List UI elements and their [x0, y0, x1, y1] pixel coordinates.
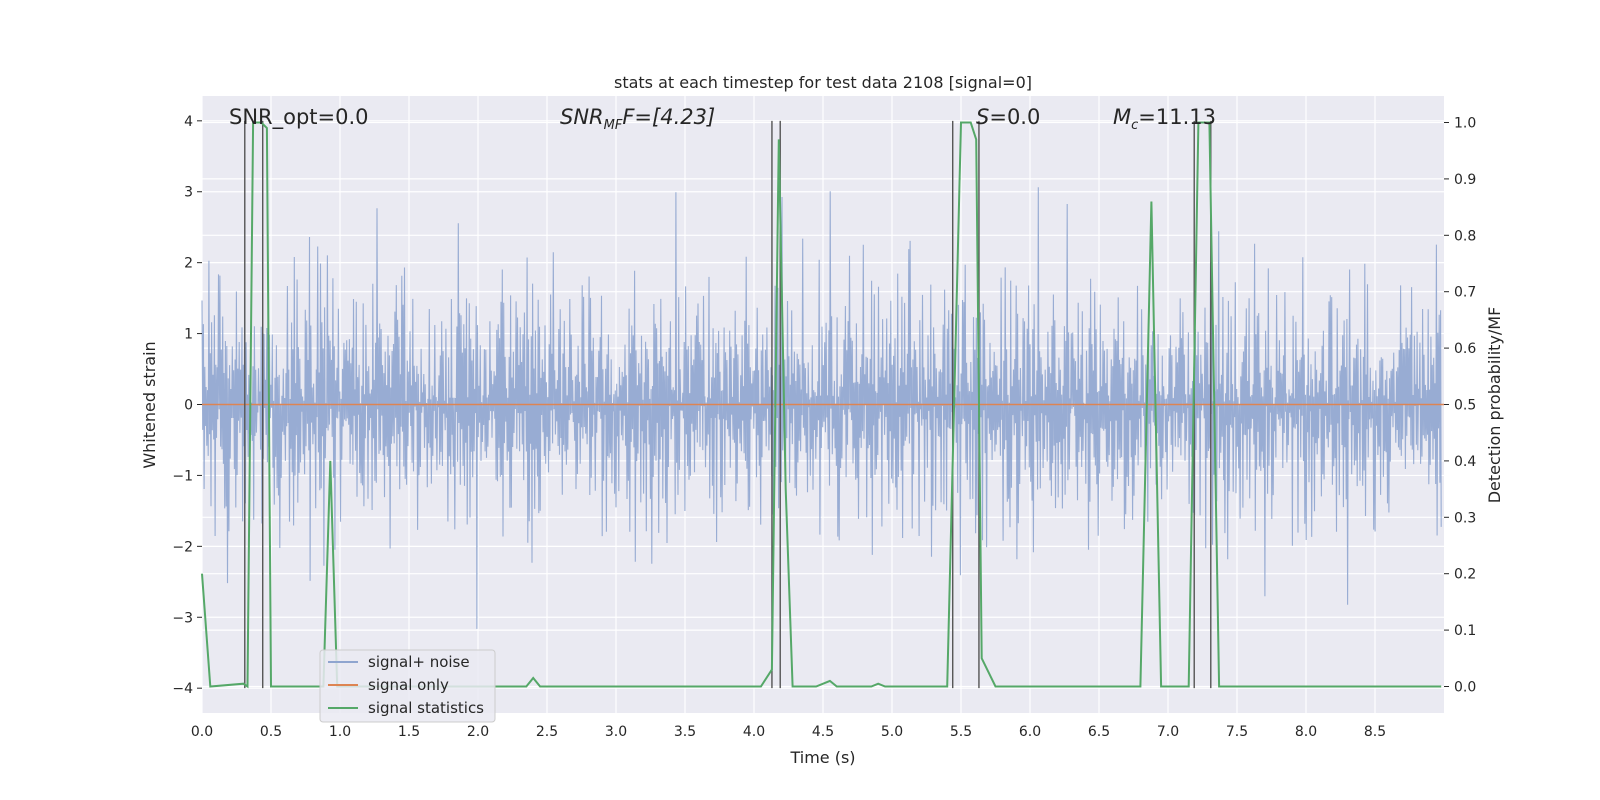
- x-tick-label: 5.0: [881, 724, 903, 740]
- annotation-s-main: S: [976, 105, 989, 129]
- x-tick-label: 7.0: [1157, 724, 1179, 740]
- legend-label-signal-noise: signal+ noise: [368, 653, 470, 671]
- y-axis-label: Whitened strain: [140, 341, 159, 468]
- x-tick-label: 1.5: [398, 724, 420, 740]
- y2-tick-label: 0.6: [1454, 341, 1476, 357]
- y-tick-label: 4: [184, 114, 193, 130]
- legend-label-signal-statistics: signal statistics: [368, 699, 484, 717]
- x-tick-label: 3.5: [674, 724, 696, 740]
- annotation-snr-mf-sub: MF: [604, 118, 623, 133]
- x-tick-label: 1.0: [329, 724, 351, 740]
- annotation-snr-mf: SNRMFF=[4.23]: [560, 105, 715, 133]
- annotations: SNR_opt=0.0 SNRMFF=[4.23] S=0.0 Mc=11.13: [229, 105, 1216, 133]
- legend-label-signal-only: signal only: [368, 676, 449, 694]
- x-tick-label: 4.5: [812, 724, 834, 740]
- annotation-s-value: =0.0: [989, 105, 1040, 129]
- annotation-snr-opt: SNR_opt=0.0: [229, 105, 369, 130]
- annotation-s: S=0.0: [976, 105, 1040, 129]
- x-tick-label: 0.5: [260, 724, 282, 740]
- y2-tick-label: 1.0: [1454, 116, 1476, 132]
- annotation-mc-value: =11.13: [1138, 105, 1216, 129]
- y-tick-label: −4: [172, 681, 193, 697]
- y-tick-label: −1: [172, 468, 193, 484]
- series-signal-noise: [201, 187, 1442, 629]
- x-tick-label: 6.5: [1088, 724, 1110, 740]
- y2-tick-label: 0.5: [1454, 398, 1476, 414]
- legend: signal+ noise signal only signal statist…: [319, 649, 496, 723]
- y2-tick-label: 0.4: [1454, 454, 1476, 470]
- x-tick-label: 6.0: [1019, 724, 1041, 740]
- x-tick-label: 8.5: [1364, 724, 1386, 740]
- y2-tick-label: 0.7: [1454, 285, 1476, 301]
- x-tick-label: 3.0: [605, 724, 627, 740]
- y2-tick-label: 0.3: [1454, 510, 1476, 526]
- x-axis-label: Time (s): [789, 748, 855, 767]
- y-tick-label: −3: [172, 610, 193, 626]
- y2-tick-label: 0.2: [1454, 567, 1476, 583]
- series-signal-statistics: [201, 121, 1442, 689]
- y2-axis-label: Detection probability/MF: [1485, 307, 1504, 504]
- plot-area: [201, 120, 1444, 689]
- y2-tick-label: 0.1: [1454, 623, 1476, 639]
- y-tick-label: 3: [184, 185, 193, 201]
- legend-box: [319, 649, 496, 723]
- x-tick-label: 4.0: [743, 724, 765, 740]
- y2-tick-label: 0.0: [1454, 679, 1476, 695]
- x-tick-label: 7.5: [1226, 724, 1248, 740]
- annotation-snr-mf-main: SNR: [560, 105, 604, 129]
- x-tick-label: 0.0: [191, 724, 213, 740]
- y2-tick-label: 0.8: [1454, 228, 1476, 244]
- y-tick-label: 2: [184, 256, 193, 272]
- chart-title: stats at each timestep for test data 210…: [614, 73, 1032, 92]
- annotation-mc-main: M: [1113, 105, 1131, 129]
- x-tick-label: 2.0: [467, 724, 489, 740]
- x-tick-label: 8.0: [1295, 724, 1317, 740]
- annotation-mc: Mc=11.13: [1113, 105, 1216, 133]
- annotation-mc-sub: c: [1131, 118, 1138, 133]
- x-tick-label: 5.5: [950, 724, 972, 740]
- y-tick-label: −2: [172, 539, 193, 555]
- x-tick-label: 2.5: [536, 724, 558, 740]
- y-tick-label: 1: [184, 327, 193, 343]
- y2-tick-label: 0.9: [1454, 172, 1476, 188]
- annotation-snr-mf-value: F=[4.23]: [622, 105, 715, 129]
- y-tick-label: 0: [184, 398, 193, 414]
- axes: 0.0 0.5 1.0 1.5 2.0 2.5 3.0 3.5 4.0 4.5 5.0 5.5 6.0 6…: [172, 114, 1476, 740]
